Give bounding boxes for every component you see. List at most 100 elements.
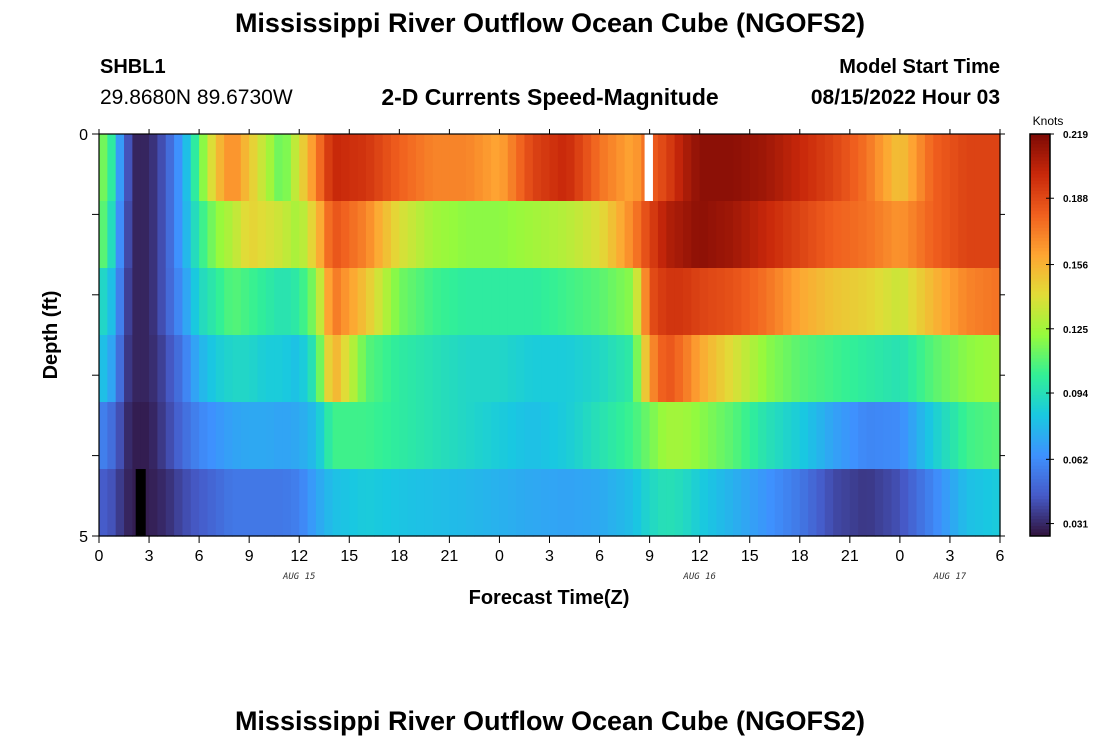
colorbar-segment [1030, 529, 1050, 534]
colorbar-segment [1030, 284, 1050, 289]
heatmap-cell [432, 268, 442, 336]
colorbar-segment [1030, 499, 1050, 503]
heatmap-cell [416, 402, 425, 470]
colorbar-segment [1030, 335, 1050, 339]
heatmap-cell [390, 201, 400, 269]
heatmap-cell [866, 402, 876, 470]
colorbar-segment [1030, 304, 1050, 309]
x-tick-label: 12 [290, 548, 308, 565]
heatmap-cell [899, 268, 909, 336]
x-axis-label: Forecast Time(Z) [469, 587, 630, 609]
colorbar-segment [1030, 264, 1050, 269]
heatmap-cell [274, 335, 284, 403]
colorbar-segment [1030, 445, 1050, 450]
heatmap-cell [482, 201, 492, 269]
heatmap-cell [883, 402, 893, 470]
heatmap-cell [399, 201, 409, 269]
heatmap-cell [449, 268, 459, 336]
heatmap-cell [974, 335, 984, 403]
heatmap-cell [933, 268, 943, 336]
colorbar-segment [1030, 438, 1050, 443]
heatmap-cell [624, 134, 634, 202]
heatmap-cell [841, 402, 851, 470]
heatmap-cell [315, 469, 325, 537]
colorbar-segment [1030, 371, 1050, 376]
heatmap-cell [157, 469, 167, 537]
heatmap-cell [399, 469, 409, 537]
heatmap-cell [299, 134, 309, 202]
colorbar: 0.031 0.062 0.094 0.125 0.156 0.188 0.219 [1029, 130, 1088, 537]
heatmap-cell [315, 134, 325, 202]
heatmap-cell [741, 469, 751, 537]
heatmap-cell [249, 469, 259, 537]
heatmap-cell [758, 268, 768, 336]
heatmap-cell [908, 201, 918, 269]
heatmap-cell [307, 469, 317, 537]
colorbar-segment [1030, 274, 1050, 279]
heatmap-cell [115, 134, 125, 202]
heatmap-cell [557, 134, 567, 202]
heatmap-cell [524, 134, 534, 202]
heatmap-cell [466, 335, 476, 403]
colorbar-segment [1030, 489, 1050, 493]
colorbar-segment [1030, 194, 1050, 199]
heatmap-cell [924, 335, 934, 403]
heatmap-cell [282, 134, 292, 202]
heatmap-cell [249, 134, 259, 202]
colorbar-segment [1030, 469, 1050, 473]
heatmap-cell [991, 335, 1001, 403]
heatmap-cell [124, 134, 133, 202]
heatmap-cell [899, 335, 909, 403]
heatmap-cell [499, 469, 509, 537]
colorbar-segment [1030, 294, 1050, 299]
heatmap-cell [541, 335, 551, 403]
heatmap-cell [449, 335, 459, 403]
heatmap-cell [532, 201, 542, 269]
colorbar-segment [1030, 204, 1050, 209]
colorbar-tick-label: 0.125 [1063, 325, 1088, 336]
heatmap-cell [115, 402, 125, 470]
heatmap-cell [424, 469, 434, 537]
heatmap-cell [374, 134, 384, 202]
heatmap-cell [758, 201, 768, 269]
heatmap-cell [582, 134, 592, 202]
colorbar-segment [1030, 462, 1050, 467]
heatmap-cell [607, 335, 617, 403]
footer-title: Mississippi River Outflow Ocean Cube (NG… [234, 706, 866, 736]
heatmap-cell [390, 402, 400, 470]
heatmap-cell [307, 402, 317, 470]
heatmap-cell [666, 335, 676, 403]
colorbar-segment [1030, 311, 1050, 316]
heatmap-cell [783, 335, 793, 403]
colorbar-segment [1030, 512, 1050, 517]
heatmap-cell [107, 134, 117, 202]
heatmap-cell [290, 134, 300, 202]
date-label: AUG 17 [933, 572, 967, 582]
heatmap-cell [257, 402, 267, 470]
colorbar-segment [1030, 428, 1050, 433]
heatmap-cell [466, 402, 476, 470]
colorbar-segment [1030, 365, 1050, 369]
heatmap-cell [849, 469, 859, 537]
heatmap-cell [557, 268, 567, 336]
heatmap-cell [157, 134, 167, 202]
heatmap-cell [107, 469, 117, 537]
heatmap-cell [808, 335, 818, 403]
heatmap-cell [165, 469, 175, 537]
heatmap-cell [466, 134, 476, 202]
heatmap-cell [232, 201, 242, 269]
heatmap-cell [708, 469, 717, 537]
heatmap-cell [240, 402, 250, 470]
model-start-label: Model Start Time [839, 56, 1000, 78]
heatmap-cell [649, 469, 659, 537]
heatmap-cell [257, 469, 267, 537]
y-tick-label: 0 [79, 127, 88, 144]
heatmap-cell [140, 335, 150, 403]
date-labels: AUG 15 AUG 16 AUG 17 [282, 572, 967, 582]
heatmap-cell [758, 134, 768, 202]
heatmap-cell [808, 469, 818, 537]
heatmap-cell [232, 335, 242, 403]
colorbar-segment [1030, 174, 1050, 179]
heatmap-cell [616, 469, 626, 537]
heatmap-cell [257, 335, 267, 403]
